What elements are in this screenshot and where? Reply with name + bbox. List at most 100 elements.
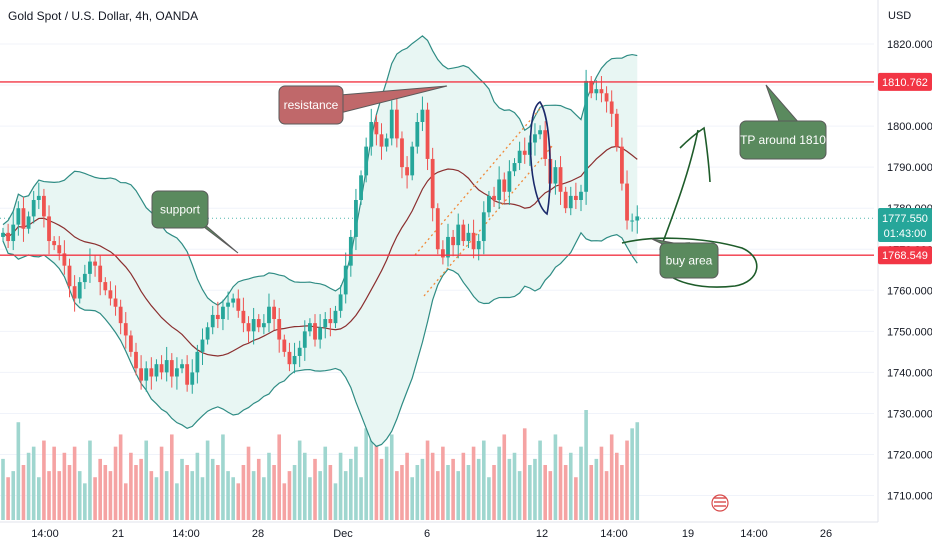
- volume-bar: [487, 477, 491, 520]
- volume-bar: [98, 458, 102, 520]
- volume-bar: [57, 471, 62, 520]
- tp-callout-label: TP around 1810: [740, 133, 826, 147]
- candle-body: [589, 80, 594, 94]
- volume-bar: [625, 440, 629, 520]
- volume-bar: [384, 446, 389, 520]
- price-tick-label: 1720.000: [887, 450, 932, 462]
- time-tick-label: 14:00: [740, 528, 768, 540]
- volume-bar: [435, 471, 440, 520]
- candle-body: [282, 339, 287, 352]
- candle-body: [558, 167, 563, 192]
- volume-bar: [579, 446, 583, 520]
- candle-body: [62, 253, 67, 266]
- band-fill: [3, 35, 638, 447]
- volume-bar: [226, 471, 230, 520]
- volume-bar: [405, 452, 409, 520]
- candle-body: [210, 314, 215, 328]
- candle-body: [215, 314, 220, 320]
- volume-bar: [476, 458, 481, 520]
- volume-bar: [507, 458, 512, 520]
- candle-body: [497, 179, 502, 200]
- candle-body: [277, 319, 282, 340]
- candle-body: [149, 368, 154, 377]
- time-tick-label: Dec: [333, 528, 353, 540]
- volume-bar: [77, 471, 82, 520]
- time-tick-label: 21: [112, 528, 124, 540]
- volume-bar: [108, 471, 113, 520]
- candle-body: [169, 360, 174, 377]
- candlesticks: [1, 69, 640, 394]
- candle-body: [128, 335, 133, 352]
- candle-body: [231, 298, 236, 303]
- buy-area-callout-box: [659, 242, 719, 279]
- candle-body: [584, 80, 589, 192]
- volume-bar: [425, 440, 430, 520]
- candle-body: [190, 372, 195, 385]
- candle-body: [338, 294, 343, 311]
- current-price-tag: 1777.550 01:43:00: [878, 208, 932, 242]
- volume-bar: [282, 483, 287, 520]
- volume-bar: [6, 477, 10, 520]
- volume-bar: [139, 458, 143, 520]
- candle-body: [26, 216, 31, 229]
- volume-bar: [190, 471, 195, 520]
- currency-label: USD: [888, 10, 911, 22]
- volume-bar: [37, 477, 41, 520]
- volume-bar: [354, 446, 358, 520]
- volume-bar: [313, 458, 317, 520]
- candle-body: [164, 360, 169, 373]
- volume-bar: [83, 483, 87, 520]
- time-axis[interactable]: 14:00 21 14:00 28 Dec 6 12 14:00 19 14:00 26: [0, 494, 878, 550]
- candle-body: [67, 265, 72, 287]
- candle-body: [52, 241, 57, 246]
- price-tick-label: 1790.000: [887, 162, 932, 174]
- candle-body: [180, 364, 184, 369]
- candle-body: [435, 208, 440, 250]
- volume-bar: [558, 446, 563, 520]
- candle-body: [123, 323, 128, 336]
- candle-body: [42, 195, 46, 217]
- volume-bar: [604, 471, 609, 520]
- time-tick-label: 14:00: [172, 528, 200, 540]
- candle-body: [410, 146, 415, 176]
- candle-body: [487, 195, 491, 213]
- upward-arrow-drawing: [659, 126, 711, 251]
- candle-body: [364, 146, 369, 176]
- volume-bar: [379, 458, 384, 520]
- candle-body: [599, 89, 604, 94]
- candle-body: [118, 306, 123, 324]
- candle-body: [287, 351, 292, 365]
- callouts[interactable]: support resistance TP around 1810 buy area: [151, 84, 827, 279]
- price-axis[interactable]: USD1820.0001810.0001800.0001790.0001780.…: [877, 0, 932, 550]
- candle-body: [405, 167, 409, 176]
- candle-body: [481, 212, 486, 242]
- candle-body: [400, 138, 404, 168]
- volume-bar: [389, 434, 394, 520]
- candle-body: [573, 195, 578, 200]
- volume-bar: [482, 440, 486, 520]
- candle-body: [415, 121, 420, 147]
- volume-bar: [528, 465, 532, 520]
- candle-body: [333, 310, 338, 324]
- candle-body: [77, 282, 82, 299]
- candle-body: [236, 298, 241, 311]
- candle-body: [272, 306, 276, 320]
- volume-bar: [67, 465, 72, 520]
- volume-bar: [31, 446, 36, 520]
- volume-bar: [164, 471, 169, 520]
- candle-body: [31, 199, 36, 217]
- time-tick-label: 19: [682, 528, 694, 540]
- volume-bar: [88, 440, 92, 520]
- volume-bar: [471, 446, 476, 520]
- horizontal-levels[interactable]: [0, 81, 874, 256]
- volume-bar: [129, 452, 133, 520]
- current-price-tag-bg: [878, 208, 932, 242]
- volume-bar: [262, 477, 266, 520]
- candle-body: [175, 368, 179, 377]
- support-price-tag-text: 1768.549: [882, 250, 928, 262]
- candle-body: [72, 286, 77, 299]
- buy-area-callout: buy area: [651, 238, 719, 279]
- volume-bar: [11, 471, 16, 520]
